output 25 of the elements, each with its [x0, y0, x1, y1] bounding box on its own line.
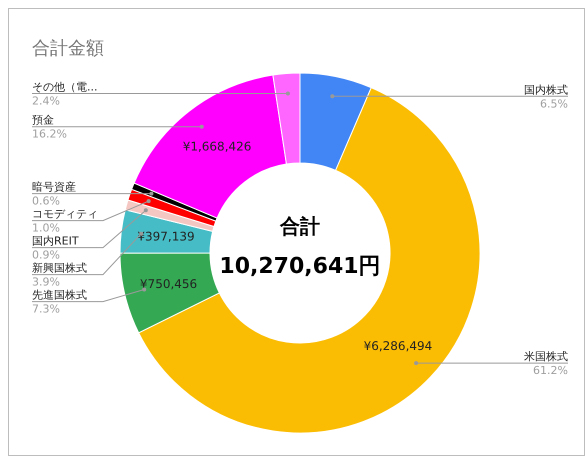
slice-label: 預金	[32, 114, 54, 127]
text: 6.5%	[540, 97, 568, 110]
text: 16.2%	[32, 128, 67, 141]
slice-label: 国内株式	[524, 83, 568, 96]
data-label: ¥1,668,426	[182, 139, 252, 154]
data-label: ¥750,456	[140, 276, 198, 291]
text: 0.6%	[32, 194, 60, 208]
slice-label: 先進国株式	[32, 288, 87, 302]
slice-label: コモディティ	[32, 208, 98, 221]
text: 0.9%	[32, 248, 60, 262]
text: 7.3%	[32, 302, 60, 316]
text: 3.9%	[32, 276, 60, 289]
text: 10,270,641円	[219, 254, 381, 279]
data-label: ¥397,139	[137, 230, 195, 244]
slice-label: その他（電...	[32, 80, 98, 94]
text: 1.0%	[32, 222, 60, 235]
chart-title: 合計金額	[32, 38, 104, 59]
slice-label: 米国株式	[524, 350, 568, 364]
slice-label: 暗号資産	[32, 180, 76, 194]
data-label: ¥6,286,494	[364, 338, 432, 353]
slice-label: 新興国株式	[32, 262, 87, 275]
text: 2.4%	[32, 94, 60, 108]
slice-label: 国内REIT	[32, 234, 79, 248]
text: 61.2%	[533, 364, 568, 378]
text: 合計	[279, 214, 320, 238]
